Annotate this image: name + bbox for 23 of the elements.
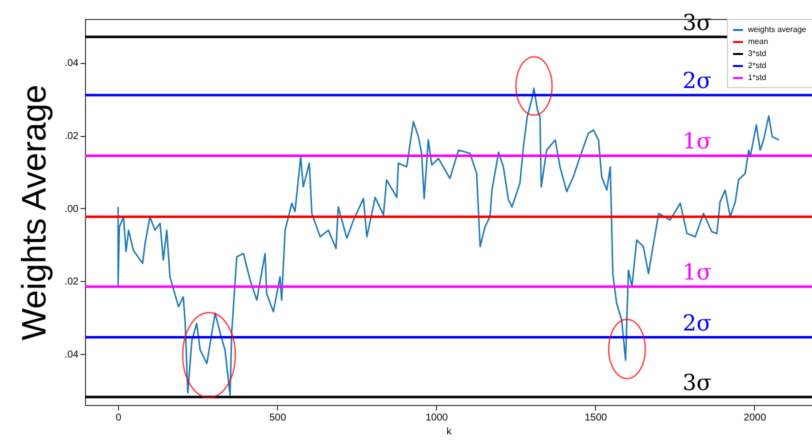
annotation: 1σ (682, 130, 712, 155)
annotation: 2σ (682, 311, 712, 336)
y-tick-label: .02 (64, 131, 79, 142)
annotation: 1σ (682, 260, 712, 286)
y-axis-title: Weights Average (16, 84, 54, 340)
x-axis-title: k (446, 426, 452, 438)
legend-label: 1*std (748, 73, 766, 82)
x-tick-label: 1500 (584, 412, 608, 424)
y-tick-label: .04 (64, 350, 79, 361)
y-tick-label: .00 (64, 204, 79, 215)
x-tick-label: 0 (116, 412, 122, 424)
legend-label: 2*std (748, 61, 766, 70)
x-tick-label: 1000 (426, 412, 448, 424)
y-tick-label: .04 (64, 58, 79, 70)
line-series (117, 87, 780, 396)
legend-label: weights average (747, 25, 807, 34)
legend-label: 3*std (748, 49, 766, 58)
annotation: 2σ (682, 69, 712, 94)
annotation: 3σ (682, 370, 712, 396)
x-tick-label: 2000 (744, 412, 766, 424)
y-tick-label: .02 (64, 276, 79, 288)
legend-label: mean (748, 37, 768, 46)
x-tick-label: 500 (269, 412, 286, 424)
